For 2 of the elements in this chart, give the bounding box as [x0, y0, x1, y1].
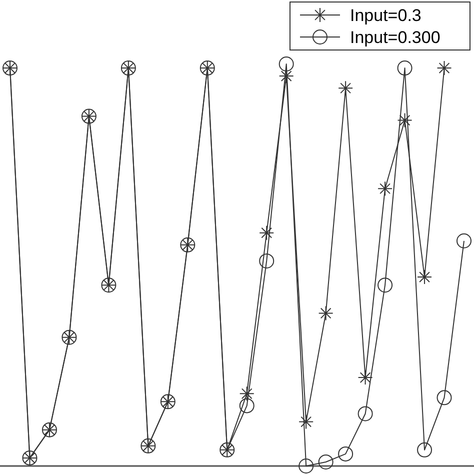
legend-label: Input=0.300: [350, 28, 440, 47]
legend-label: Input=0.3: [350, 6, 422, 25]
